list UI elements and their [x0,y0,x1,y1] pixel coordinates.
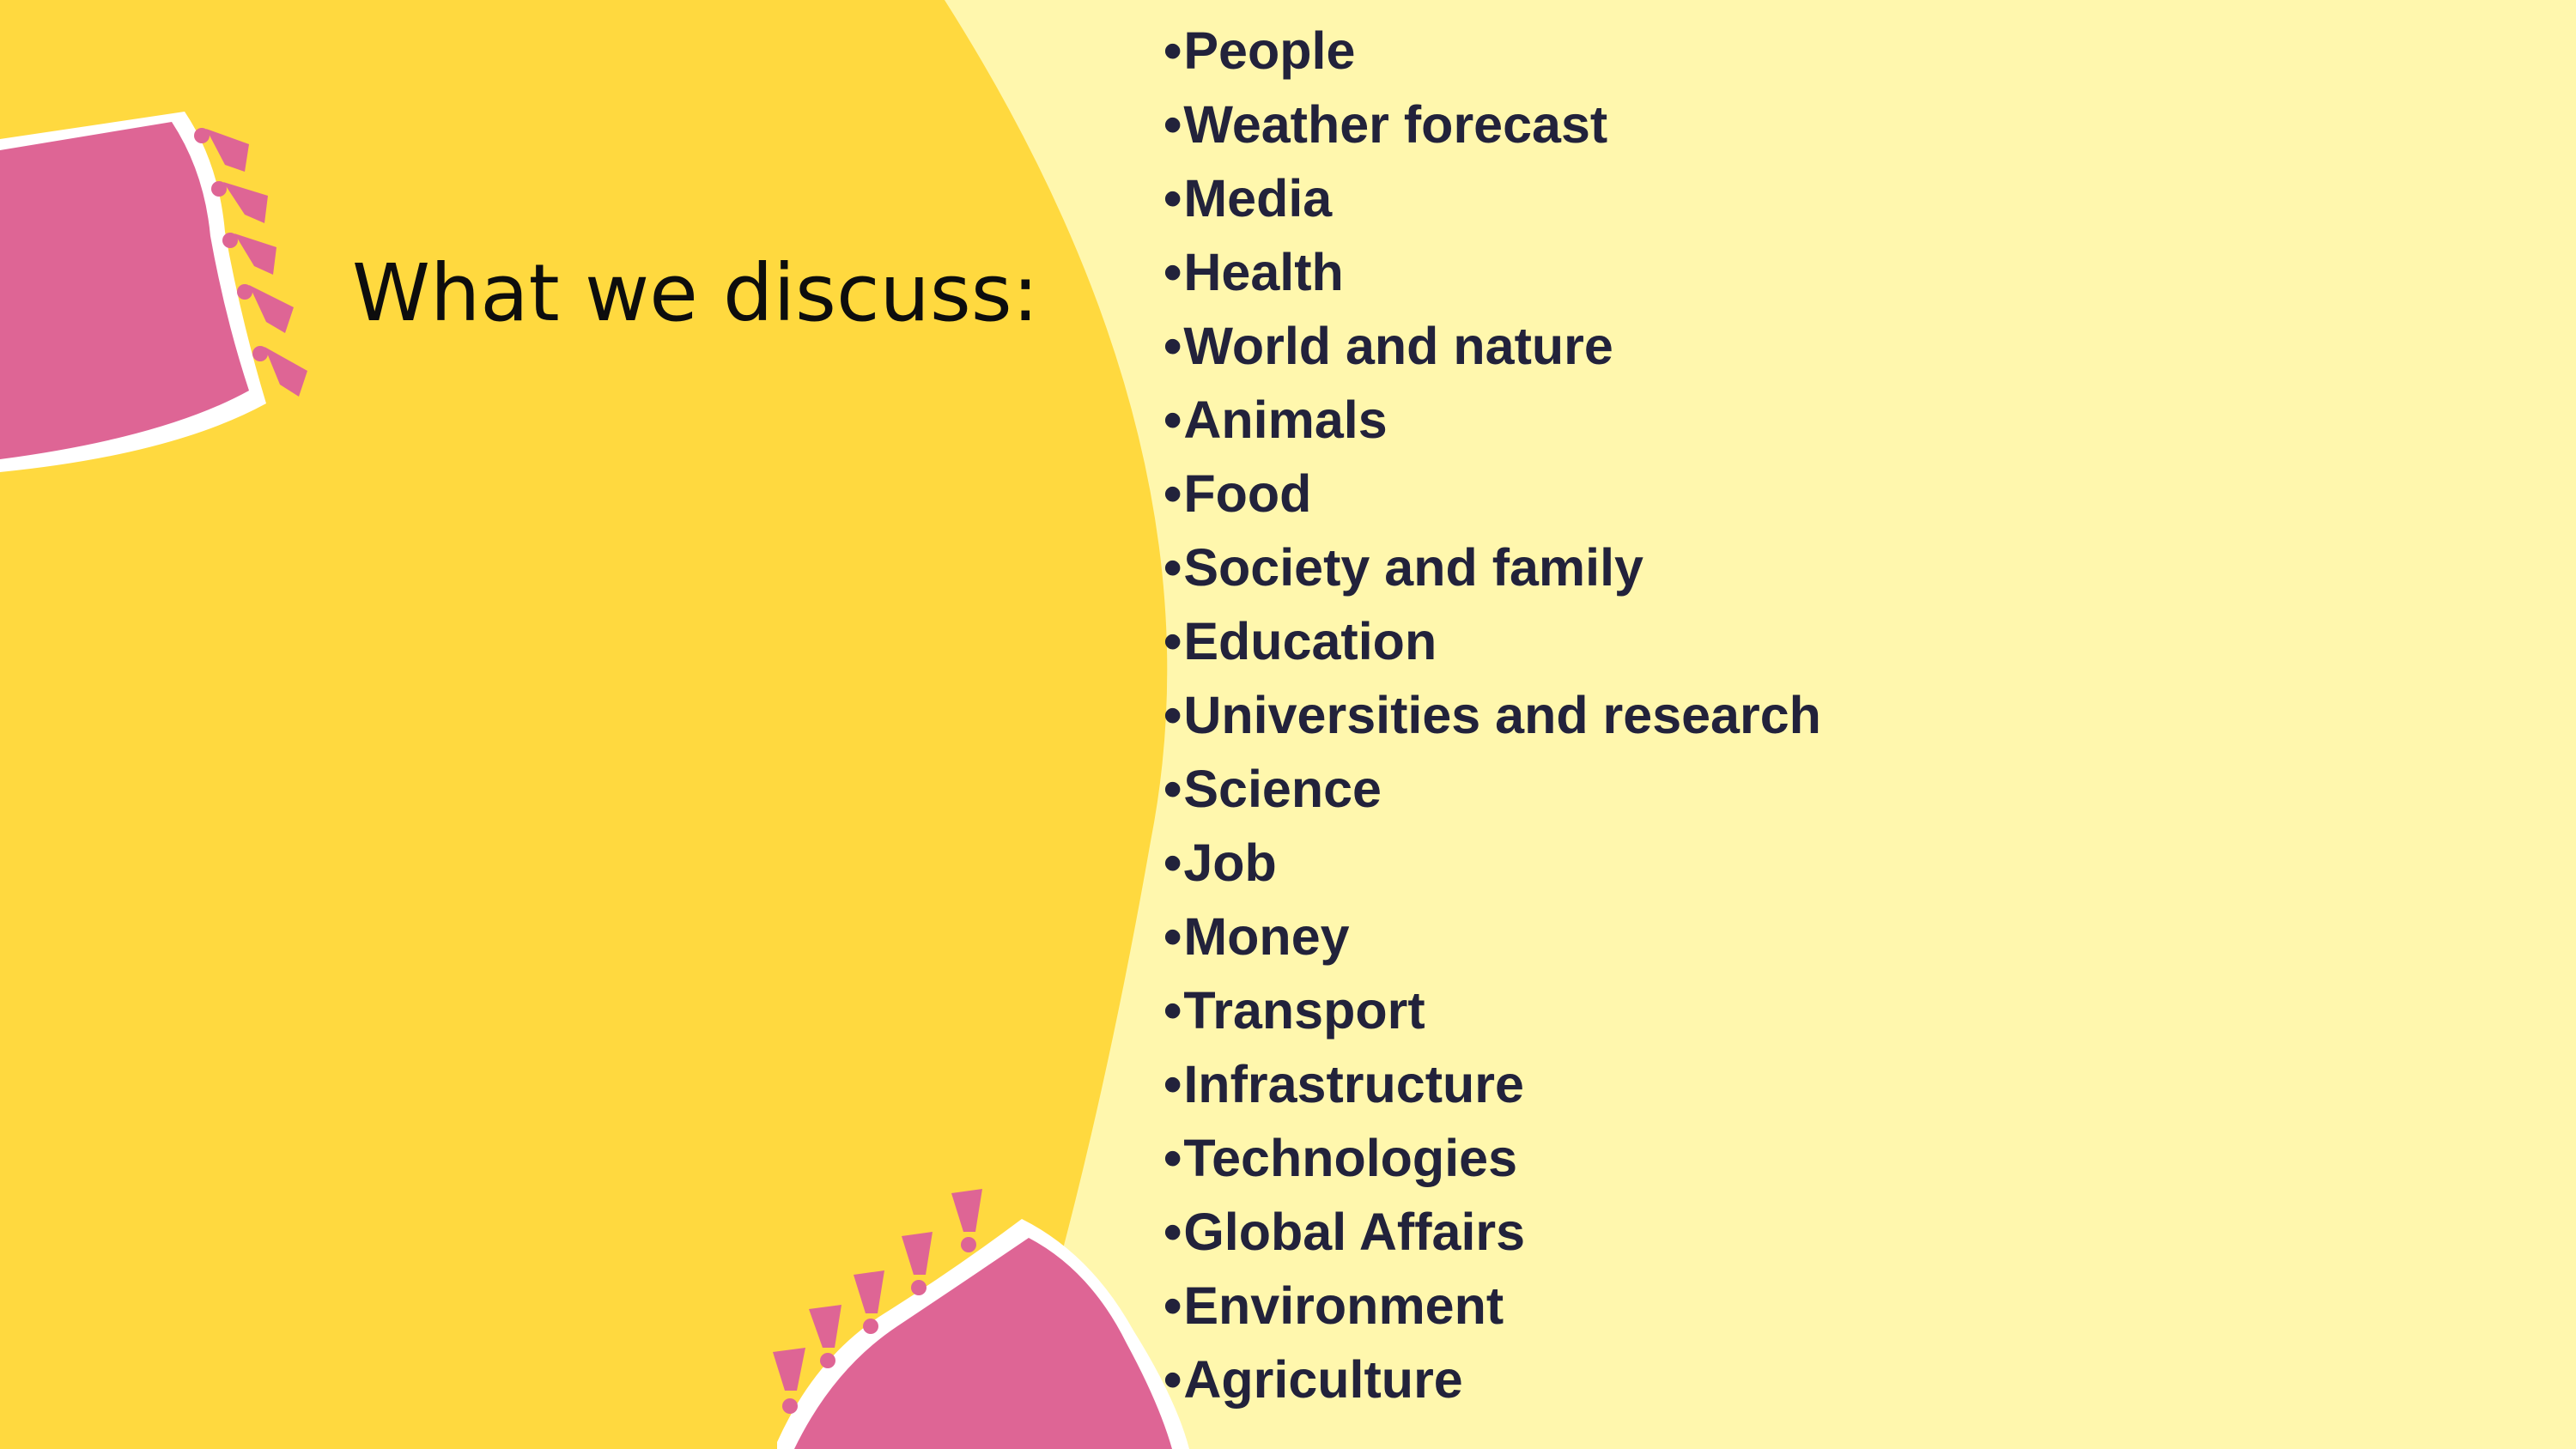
topic-item-job: Job [1163,826,1821,900]
topic-item-food: Food [1163,457,1821,530]
topic-item-science: Science [1163,752,1821,826]
topic-item-world-and-nature: World and nature [1163,309,1821,383]
topic-item-health: Health [1163,235,1821,309]
topic-item-environment: Environment [1163,1269,1821,1343]
topic-item-technologies: Technologies [1163,1121,1821,1195]
topic-item-universities-and-research: Universities and research [1163,678,1821,752]
topic-item-media: Media [1163,161,1821,235]
topic-item-infrastructure: Infrastructure [1163,1047,1821,1121]
topic-item-money: Money [1163,900,1821,973]
topic-item-weather-forecast: Weather forecast [1163,88,1821,161]
topic-item-animals: Animals [1163,383,1821,457]
topic-item-agriculture: Agriculture [1163,1343,1821,1416]
topic-item-education: Education [1163,604,1821,678]
pillow-bottom-center-icon [773,1189,1189,1449]
topic-list: People Weather forecast Media Health Wor… [1163,14,1821,1416]
pillow-top-left-icon [0,112,307,472]
topic-item-transport: Transport [1163,973,1821,1047]
topic-item-people: People [1163,14,1821,88]
slide-title: What we discuss: [352,247,1039,339]
topic-item-society-and-family: Society and family [1163,530,1821,604]
topic-item-global-affairs: Global Affairs [1163,1195,1821,1269]
